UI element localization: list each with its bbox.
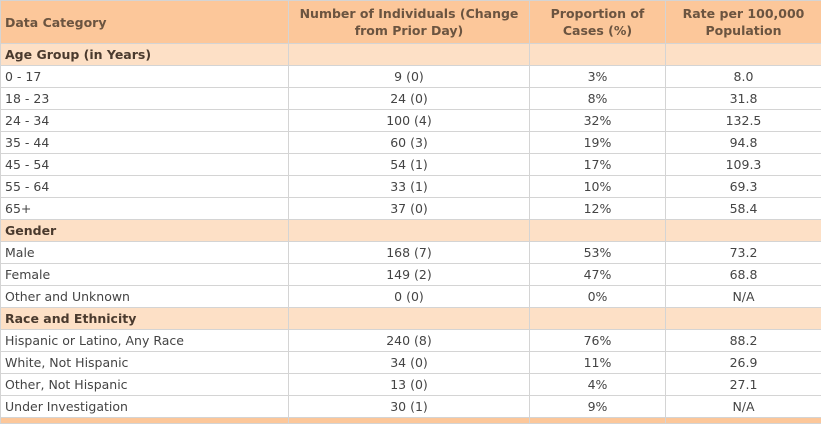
value-cell: 32% bbox=[529, 109, 666, 132]
data-row: 0 - 17 9 (0) 3% 8.0 bbox=[0, 65, 821, 88]
column-header: Rate per 100,000 Population bbox=[665, 0, 821, 44]
value-cell: 73.2 bbox=[665, 241, 821, 264]
data-row: 24 - 34 100 (4) 32% 132.5 bbox=[0, 109, 821, 132]
section-title: Gender bbox=[0, 219, 289, 242]
header-row: Data Category Number of Individuals (Chan… bbox=[0, 0, 821, 44]
empty-cell bbox=[665, 43, 821, 66]
value-cell: 69.3 bbox=[665, 175, 821, 198]
data-row: 18 - 23 24 (0) 8% 31.8 bbox=[0, 87, 821, 110]
value-cell: 4% bbox=[529, 373, 666, 396]
value-cell: 0 (0) bbox=[288, 285, 530, 308]
value-cell: 9% bbox=[529, 395, 666, 418]
category-cell: 45 - 54 bbox=[0, 153, 289, 176]
data-row: 45 - 54 54 (1) 17% 109.3 bbox=[0, 153, 821, 176]
value-cell: 8.0 bbox=[665, 65, 821, 88]
value-cell: 27.1 bbox=[665, 373, 821, 396]
data-row: 35 - 44 60 (3) 19% 94.8 bbox=[0, 131, 821, 154]
column-header: Data Category bbox=[0, 0, 289, 44]
value-cell: 0% bbox=[529, 285, 666, 308]
category-cell: 0 - 17 bbox=[0, 65, 289, 88]
value-cell: 33 (1) bbox=[288, 175, 530, 198]
data-row: Other and Unknown 0 (0) 0% N/A bbox=[0, 285, 821, 308]
empty-cell bbox=[288, 43, 530, 66]
data-row: Other, Not Hispanic 13 (0) 4% 27.1 bbox=[0, 373, 821, 396]
data-row: Female 149 (2) 47% 68.8 bbox=[0, 263, 821, 286]
category-cell: Hispanic or Latino, Any Race bbox=[0, 329, 289, 352]
empty-cell bbox=[665, 219, 821, 242]
value-cell: 26.9 bbox=[665, 351, 821, 374]
category-cell: Male bbox=[0, 241, 289, 264]
value-cell: 37 (0) bbox=[288, 197, 530, 220]
value-cell: N/A bbox=[665, 285, 821, 308]
value-cell: 58.4 bbox=[665, 197, 821, 220]
value-cell: 13 (0) bbox=[288, 373, 530, 396]
value-cell: 240 (8) bbox=[288, 329, 530, 352]
data-row: 65+ 37 (0) 12% 58.4 bbox=[0, 197, 821, 220]
category-cell: 55 - 64 bbox=[0, 175, 289, 198]
section-row: Race and Ethnicity bbox=[0, 307, 821, 330]
empty-cell bbox=[0, 417, 289, 424]
value-cell: 109.3 bbox=[665, 153, 821, 176]
section-title: Age Group (in Years) bbox=[0, 43, 289, 66]
category-cell: Female bbox=[0, 263, 289, 286]
value-cell: 31.8 bbox=[665, 87, 821, 110]
value-cell: 68.8 bbox=[665, 263, 821, 286]
value-cell: 132.5 bbox=[665, 109, 821, 132]
category-cell: 35 - 44 bbox=[0, 131, 289, 154]
value-cell: 8% bbox=[529, 87, 666, 110]
value-cell: 60 (3) bbox=[288, 131, 530, 154]
value-cell: 17% bbox=[529, 153, 666, 176]
table-body: Age Group (in Years) 0 - 17 9 (0) 3% 8.0 18 -… bbox=[0, 43, 821, 424]
data-row: Male 168 (7) 53% 73.2 bbox=[0, 241, 821, 264]
value-cell: 100 (4) bbox=[288, 109, 530, 132]
value-cell: 34 (0) bbox=[288, 351, 530, 374]
empty-cell bbox=[529, 417, 666, 424]
column-header: Number of Individuals (Change from Prior… bbox=[288, 0, 530, 44]
empty-cell bbox=[665, 307, 821, 330]
value-cell: 76% bbox=[529, 329, 666, 352]
empty-cell bbox=[529, 43, 666, 66]
value-cell: 24 (0) bbox=[288, 87, 530, 110]
section-row bbox=[0, 417, 821, 424]
value-cell: N/A bbox=[665, 395, 821, 418]
empty-cell bbox=[288, 219, 530, 242]
value-cell: 11% bbox=[529, 351, 666, 374]
value-cell: 94.8 bbox=[665, 131, 821, 154]
category-cell: 65+ bbox=[0, 197, 289, 220]
value-cell: 3% bbox=[529, 65, 666, 88]
empty-cell bbox=[288, 307, 530, 330]
value-cell: 12% bbox=[529, 197, 666, 220]
empty-cell bbox=[529, 219, 666, 242]
category-cell: 18 - 23 bbox=[0, 87, 289, 110]
empty-cell bbox=[665, 417, 821, 424]
category-cell: Under Investigation bbox=[0, 395, 289, 418]
data-row: 55 - 64 33 (1) 10% 69.3 bbox=[0, 175, 821, 198]
section-title: Race and Ethnicity bbox=[0, 307, 289, 330]
value-cell: 19% bbox=[529, 131, 666, 154]
value-cell: 30 (1) bbox=[288, 395, 530, 418]
section-row: Gender bbox=[0, 219, 821, 242]
category-cell: Other, Not Hispanic bbox=[0, 373, 289, 396]
data-row: White, Not Hispanic 34 (0) 11% 26.9 bbox=[0, 351, 821, 374]
empty-cell bbox=[288, 417, 530, 424]
data-row: Hispanic or Latino, Any Race 240 (8) 76% 88… bbox=[0, 329, 821, 352]
value-cell: 168 (7) bbox=[288, 241, 530, 264]
value-cell: 53% bbox=[529, 241, 666, 264]
section-row: Age Group (in Years) bbox=[0, 43, 821, 66]
value-cell: 88.2 bbox=[665, 329, 821, 352]
category-cell: White, Not Hispanic bbox=[0, 351, 289, 374]
category-cell: Other and Unknown bbox=[0, 285, 289, 308]
value-cell: 10% bbox=[529, 175, 666, 198]
category-cell: 24 - 34 bbox=[0, 109, 289, 132]
empty-cell bbox=[529, 307, 666, 330]
data-row: Under Investigation 30 (1) 9% N/A bbox=[0, 395, 821, 418]
column-header: Proportion of Cases (%) bbox=[529, 0, 666, 44]
value-cell: 149 (2) bbox=[288, 263, 530, 286]
value-cell: 47% bbox=[529, 263, 666, 286]
value-cell: 54 (1) bbox=[288, 153, 530, 176]
value-cell: 9 (0) bbox=[288, 65, 530, 88]
